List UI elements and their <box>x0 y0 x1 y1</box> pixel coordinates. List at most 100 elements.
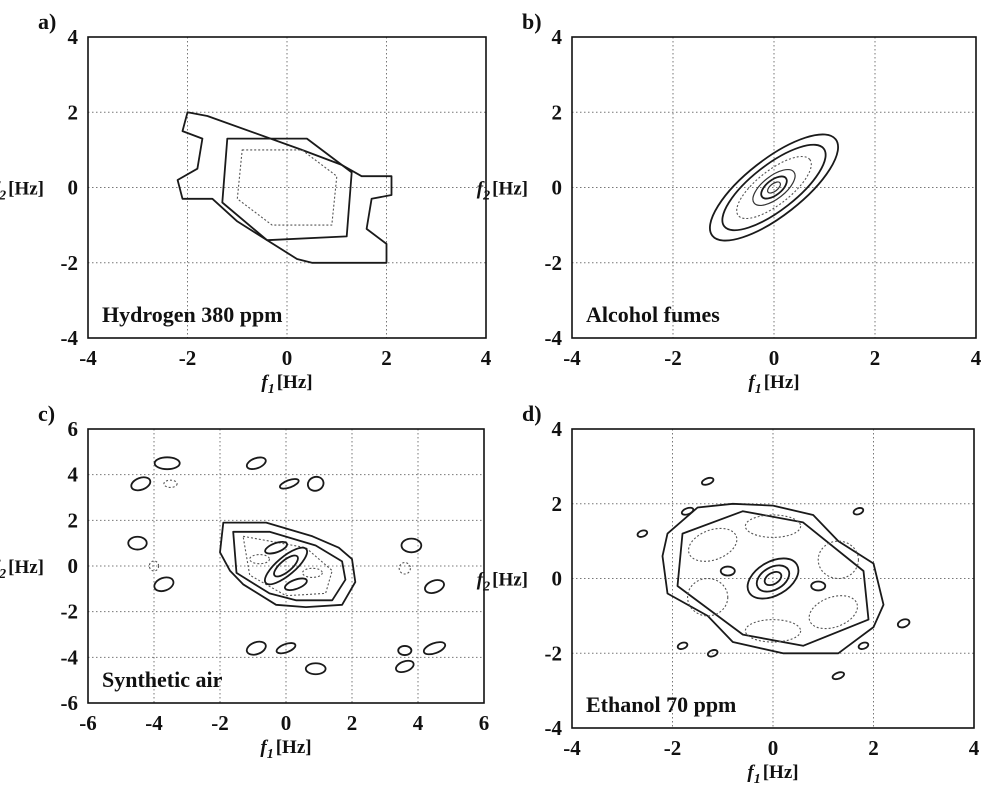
y-tick-label: 4 <box>68 25 79 49</box>
x-tick-label: -2 <box>664 346 682 370</box>
x-axis-label: f1 [Hz] <box>261 372 312 397</box>
y-tick-label: -4 <box>61 645 79 669</box>
contour-ellipse <box>395 659 415 674</box>
x-tick-label: 0 <box>282 346 293 370</box>
contour-ellipse <box>810 580 827 592</box>
x-tick-label: 0 <box>281 711 292 735</box>
panel-annotation: Ethanol 70 ppm <box>586 692 736 717</box>
y-tick-label: -6 <box>61 691 79 715</box>
x-tick-label: -4 <box>79 346 97 370</box>
panel-label: a) <box>38 9 56 34</box>
plot-frame <box>87 428 485 704</box>
contour-ellipse <box>279 478 300 490</box>
contour-ellipse <box>676 641 689 650</box>
x-tick-label: 2 <box>381 346 392 370</box>
contour-line <box>221 137 353 242</box>
contour-line <box>219 521 357 608</box>
y-tick-label: 2 <box>68 508 79 532</box>
x-tick-label: 4 <box>413 711 424 735</box>
plot-frame <box>571 428 975 729</box>
contour-ellipse <box>744 514 802 538</box>
y-tick-label: 4 <box>552 25 563 49</box>
x-tick-label: -2 <box>664 736 682 760</box>
contour-ellipse <box>284 577 308 591</box>
y-tick-label: 0 <box>552 567 563 591</box>
contour-ellipse <box>746 557 800 600</box>
y-tick-label: -2 <box>61 600 79 624</box>
contour-ellipse <box>163 479 178 489</box>
contour-ellipse <box>264 546 308 586</box>
y-tick-label: -2 <box>545 251 563 275</box>
x-tick-label: -4 <box>563 736 581 760</box>
x-axis-label: f1 [Hz] <box>260 737 311 762</box>
y-tick-label: -4 <box>61 326 79 350</box>
contour-ellipse <box>687 577 729 617</box>
contour-ellipse <box>398 562 411 575</box>
contour-ellipse <box>264 541 288 555</box>
panel-annotation: Synthetic air <box>102 667 223 692</box>
y-tick-label: -4 <box>545 716 563 740</box>
contour-ellipse <box>130 476 152 492</box>
contour-ellipse <box>857 641 870 650</box>
contour-ellipse <box>709 133 839 242</box>
chart-panel-2: -4 -2 0 2 4 -4 -2 0 2 4 b) Alcohol fumes f1 [Hz] f2 [Hz… <box>477 9 982 397</box>
contour-ellipse <box>249 554 271 565</box>
y-tick-label: -4 <box>545 326 563 350</box>
x-tick-label: 0 <box>769 346 780 370</box>
y-tick-label: 2 <box>68 100 79 124</box>
y-tick-label: -2 <box>545 641 563 665</box>
y-tick-label: 2 <box>552 100 563 124</box>
y-axis-label: f2[Hz] <box>477 179 528 204</box>
contour-ellipse <box>304 662 327 676</box>
x-tick-label: 4 <box>969 736 980 760</box>
contour-ellipse <box>752 168 796 207</box>
y-tick-label: 4 <box>68 463 79 487</box>
contour-ellipse <box>721 143 827 232</box>
panel-label: d) <box>522 401 542 426</box>
contour-line <box>676 510 870 647</box>
contour-ellipse <box>766 181 782 194</box>
contour-ellipse <box>706 649 719 658</box>
x-tick-label: -6 <box>79 711 97 735</box>
chart-panel-1: -4 -2 0 2 4 -4 -2 0 2 4 a) Hydrogen 380 ppm f1[Hz] f2… <box>0 9 492 397</box>
panel-label: c) <box>38 401 55 426</box>
contour-ellipse <box>760 175 788 200</box>
y-tick-label: -2 <box>61 251 79 275</box>
contour-ellipse <box>245 640 267 656</box>
contour-ellipse <box>687 527 738 562</box>
contour-ellipse <box>306 475 325 492</box>
contour-ellipse <box>153 576 175 593</box>
contour-ellipse <box>852 507 865 516</box>
contour-ellipse <box>636 529 649 538</box>
contour-ellipse <box>127 535 148 551</box>
contour-ellipse <box>817 540 859 580</box>
y-axis-label: f2[Hz] <box>477 570 528 595</box>
contour-line <box>232 530 347 602</box>
contour-ellipse <box>755 564 791 593</box>
contour-ellipse <box>301 567 323 578</box>
contour-ellipse <box>808 595 859 630</box>
contour-ellipse <box>719 565 736 577</box>
plot-frame <box>87 36 487 339</box>
contour-ellipse <box>400 537 423 554</box>
y-axis-label: f2[Hz] <box>0 557 44 582</box>
contour-ellipse <box>422 641 447 656</box>
x-tick-label: 4 <box>971 346 982 370</box>
contour-line <box>236 149 338 226</box>
x-axis-label: f1 [Hz] <box>748 372 799 397</box>
y-tick-label: 6 <box>68 417 79 441</box>
y-tick-label: 0 <box>68 176 79 200</box>
x-tick-label: 0 <box>768 736 779 760</box>
contour-ellipse <box>831 671 845 681</box>
y-tick-label: 2 <box>552 492 563 516</box>
contour-ellipse <box>744 619 802 643</box>
contour-line <box>176 111 393 264</box>
contour-ellipse <box>153 456 181 471</box>
contour-ellipse <box>736 155 812 220</box>
x-tick-label: 4 <box>481 346 492 370</box>
y-axis-label: f2[Hz] <box>0 179 44 204</box>
contour-ellipse <box>680 506 695 516</box>
panel-annotation: Hydrogen 380 ppm <box>102 302 283 327</box>
y-tick-label: 0 <box>552 176 563 200</box>
contour-ellipse <box>148 560 160 572</box>
